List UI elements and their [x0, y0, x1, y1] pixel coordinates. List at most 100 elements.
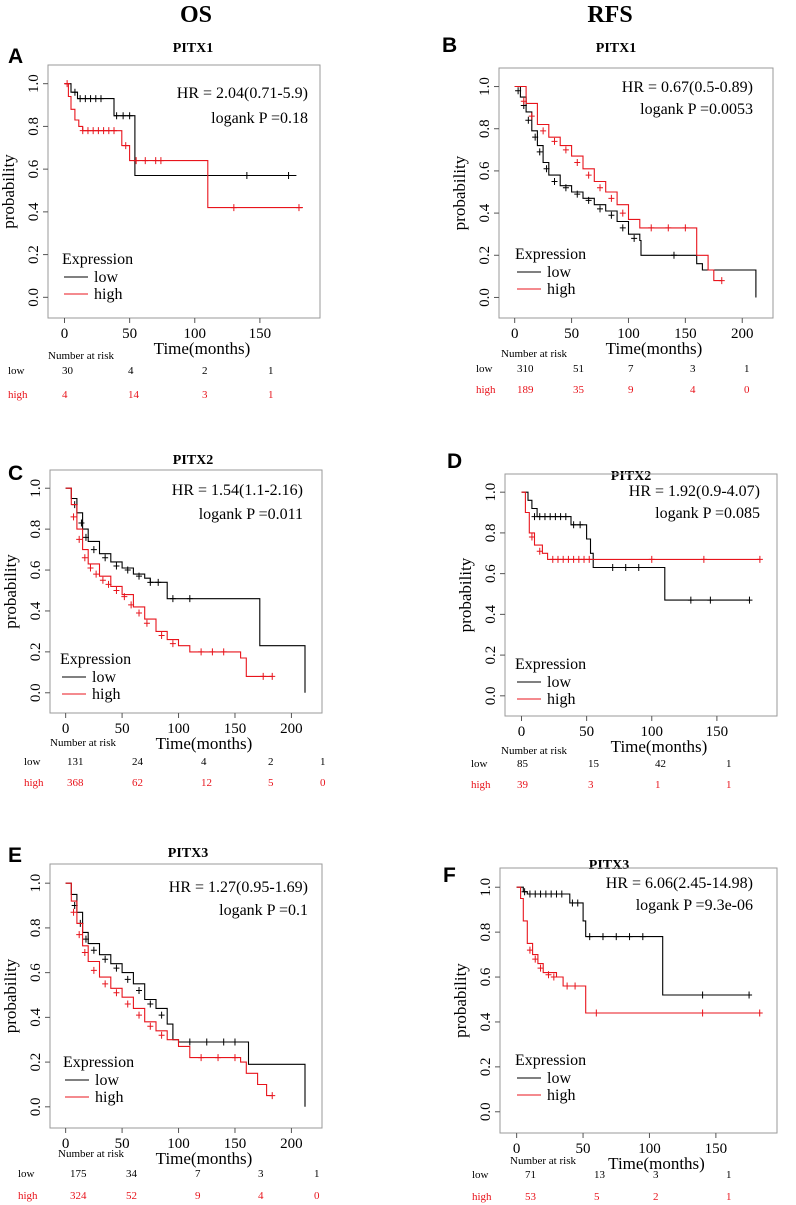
panel-letter: B	[442, 34, 457, 57]
legend: Expressionlowhigh	[515, 246, 586, 298]
censor-mark-low	[559, 890, 565, 897]
y-tick-label: 1.0	[28, 479, 44, 498]
censor-mark-high	[701, 556, 707, 563]
censor-mark-low	[610, 564, 616, 571]
panel-title: PITX1	[173, 41, 213, 56]
censor-mark-high	[198, 1054, 204, 1061]
survival-curve-high	[65, 84, 303, 208]
censor-mark-high	[648, 224, 654, 231]
censor-mark-low	[102, 554, 108, 561]
y-tick-label: 1.0	[26, 74, 42, 93]
censor-mark-high	[71, 513, 77, 520]
y-axis-label: probability	[451, 963, 470, 1038]
risk-count-high: 9	[628, 384, 634, 396]
y-tick-label: 0.0	[28, 1097, 44, 1116]
risk-count-low: 1	[268, 365, 274, 377]
censor-mark-low	[671, 252, 677, 259]
censor-mark-low	[746, 597, 752, 604]
risk-count-high: 189	[517, 384, 534, 396]
censor-mark-high	[260, 673, 266, 680]
risk-count-low: 310	[517, 363, 534, 375]
risk-count-high: 1	[726, 1191, 732, 1203]
risk-count-high: 3	[202, 389, 208, 401]
risk-count-high: 4	[258, 1190, 264, 1202]
censor-mark-low	[93, 95, 99, 102]
hazard-ratio: HR = 0.67(0.5-0.89)	[622, 79, 753, 96]
censor-mark-high	[231, 204, 237, 211]
risk-count-low: 1	[726, 758, 732, 770]
censor-mark-low	[125, 976, 131, 983]
censor-mark-high	[93, 571, 99, 578]
y-tick-label: 0.4	[26, 202, 42, 221]
legend-label-high: high	[92, 686, 120, 703]
column-header-rfs: RFS	[587, 2, 632, 28]
censor-mark-high	[102, 980, 108, 987]
risk-count-low: 7	[195, 1168, 201, 1180]
censor-mark-high	[153, 157, 159, 164]
legend-label-high: high	[95, 1089, 123, 1106]
risk-count-high: 3	[588, 779, 594, 791]
censor-mark-high	[540, 127, 546, 134]
censor-mark-high	[136, 1012, 142, 1019]
x-tick-label: 0	[511, 326, 519, 342]
censor-mark-high	[111, 127, 117, 134]
risk-count-low: 4	[201, 756, 207, 768]
y-tick-label: 0.2	[28, 642, 44, 661]
y-axis-label: probability	[1, 554, 20, 629]
y-tick-label: 1.0	[477, 77, 493, 96]
x-tick-label: 150	[706, 724, 729, 740]
risk-count-low: 3	[258, 1168, 264, 1180]
y-tick-label: 0.0	[26, 288, 42, 307]
y-tick-label: 0.8	[478, 923, 494, 942]
risk-count-high: 12	[201, 777, 212, 789]
risk-count-high: 5	[594, 1191, 600, 1203]
y-axis: 0.0 0.2 0.4 0.6 0.8 1.0	[26, 74, 48, 306]
censor-mark-low	[286, 172, 292, 179]
risk-count-high: 52	[126, 1190, 137, 1202]
legend-label-low: low	[547, 1070, 571, 1087]
censor-mark-low	[136, 987, 142, 994]
censor-mark-high	[586, 172, 592, 179]
logrank-p-value: logank P =0.085	[655, 505, 760, 522]
y-tick-label: 0.4	[483, 604, 499, 623]
censor-mark-high	[221, 648, 227, 655]
risk-count-high: 0	[744, 384, 750, 396]
censor-mark-high	[581, 556, 587, 563]
risk-count-low: 1	[744, 363, 750, 375]
legend-title: Expression	[515, 246, 586, 263]
y-tick-label: 0.0	[483, 686, 499, 705]
censor-mark-low	[552, 178, 558, 185]
risk-count-low: 42	[655, 758, 666, 770]
legend-label-high: high	[547, 1087, 575, 1104]
censor-mark-low	[91, 546, 97, 553]
risk-table-header: Number at risk	[501, 745, 567, 757]
risk-row-label-high: high	[476, 384, 496, 396]
risk-row-label-high: high	[24, 777, 44, 789]
risk-count-low: 1	[314, 1168, 320, 1180]
censor-mark-high	[555, 556, 561, 563]
series-high	[522, 492, 763, 563]
censor-mark-high	[136, 610, 142, 617]
risk-count-high: 368	[67, 777, 84, 789]
x-axis-label: Time(months)	[156, 1149, 253, 1168]
censor-mark-high	[198, 648, 204, 655]
censor-mark-high	[560, 556, 566, 563]
y-tick-label: 0.6	[28, 963, 44, 982]
censor-mark-high	[649, 556, 655, 563]
censor-mark-high	[532, 956, 538, 963]
legend-label-low: low	[547, 264, 571, 281]
censor-mark-high	[700, 1009, 706, 1016]
legend-title: Expression	[60, 651, 131, 668]
x-tick-label: 50	[115, 721, 130, 737]
y-tick-label: 0.2	[26, 245, 42, 264]
censor-mark-low	[232, 1038, 238, 1045]
censor-mark-high	[571, 556, 577, 563]
censor-mark-high	[82, 949, 88, 956]
censor-mark-low	[155, 579, 161, 586]
risk-count-low: 2	[268, 756, 274, 768]
censor-mark-low	[221, 1038, 227, 1045]
y-tick-label: 0.0	[477, 288, 493, 307]
plot-frame	[48, 65, 320, 318]
y-tick-label: 0.2	[477, 246, 493, 265]
risk-count-low: 3	[690, 363, 696, 375]
